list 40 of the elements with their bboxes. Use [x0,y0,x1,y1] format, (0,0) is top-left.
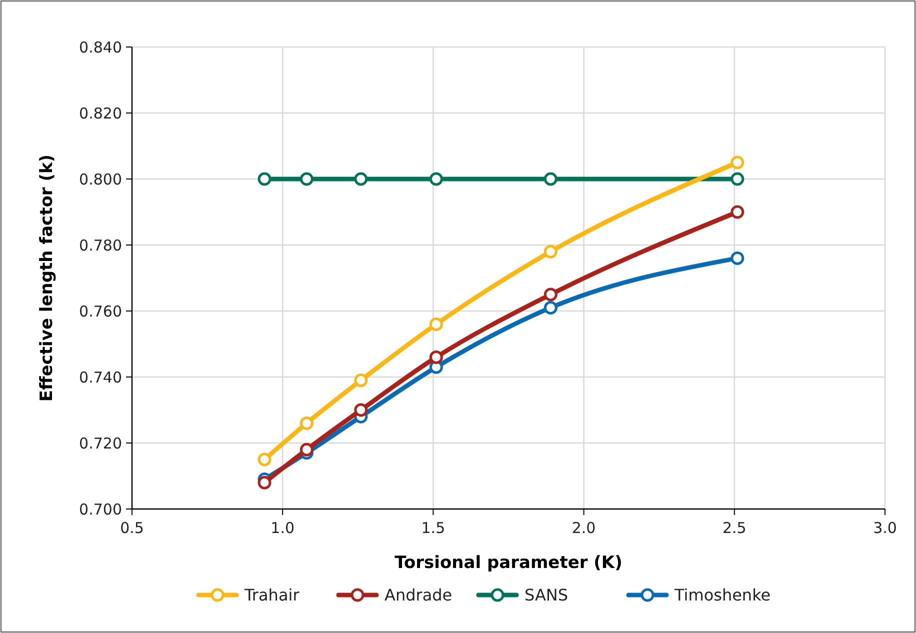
x-tick-label: 2.5 [722,519,746,537]
point [544,300,558,314]
point [730,251,744,265]
point [258,172,272,186]
legend-label: Trahair [244,586,300,605]
point [429,350,443,364]
point [429,172,443,186]
y-axis-title: Effective length factor (k) [37,154,57,402]
point [300,416,314,430]
legend-label: Timoshenke [674,586,771,605]
point [730,156,744,170]
point [354,172,368,186]
x-tick-label: 3.0 [873,519,897,537]
y-tick-label: 0.820 [79,104,122,122]
point [730,205,744,219]
point [730,172,744,186]
point [300,172,314,186]
point [544,288,558,302]
point [300,442,314,456]
x-tick-label: 1.5 [421,519,446,537]
point [544,244,558,258]
legend-label: Andrade [384,586,452,605]
point [258,452,272,466]
point [258,476,272,490]
y-tick-label: 0.800 [79,170,122,188]
x-tick-label: 0.5 [120,519,144,537]
x-tick-label: 1.0 [270,519,295,537]
point [544,172,558,186]
y-tick-label: 0.720 [79,434,122,452]
x-axis-title: Torsional parameter (K) [394,553,622,573]
y-tick-label: 0.780 [79,236,122,254]
point [354,403,368,417]
point [429,317,443,331]
x-tick-label: 2.0 [572,519,596,537]
y-tick-label: 0.840 [79,38,122,56]
y-tick-label: 0.760 [79,302,122,320]
y-tick-label: 0.740 [79,368,122,386]
point [354,374,368,388]
y-tick-label: 0.700 [79,500,122,518]
legend-label: SANS [524,586,568,605]
